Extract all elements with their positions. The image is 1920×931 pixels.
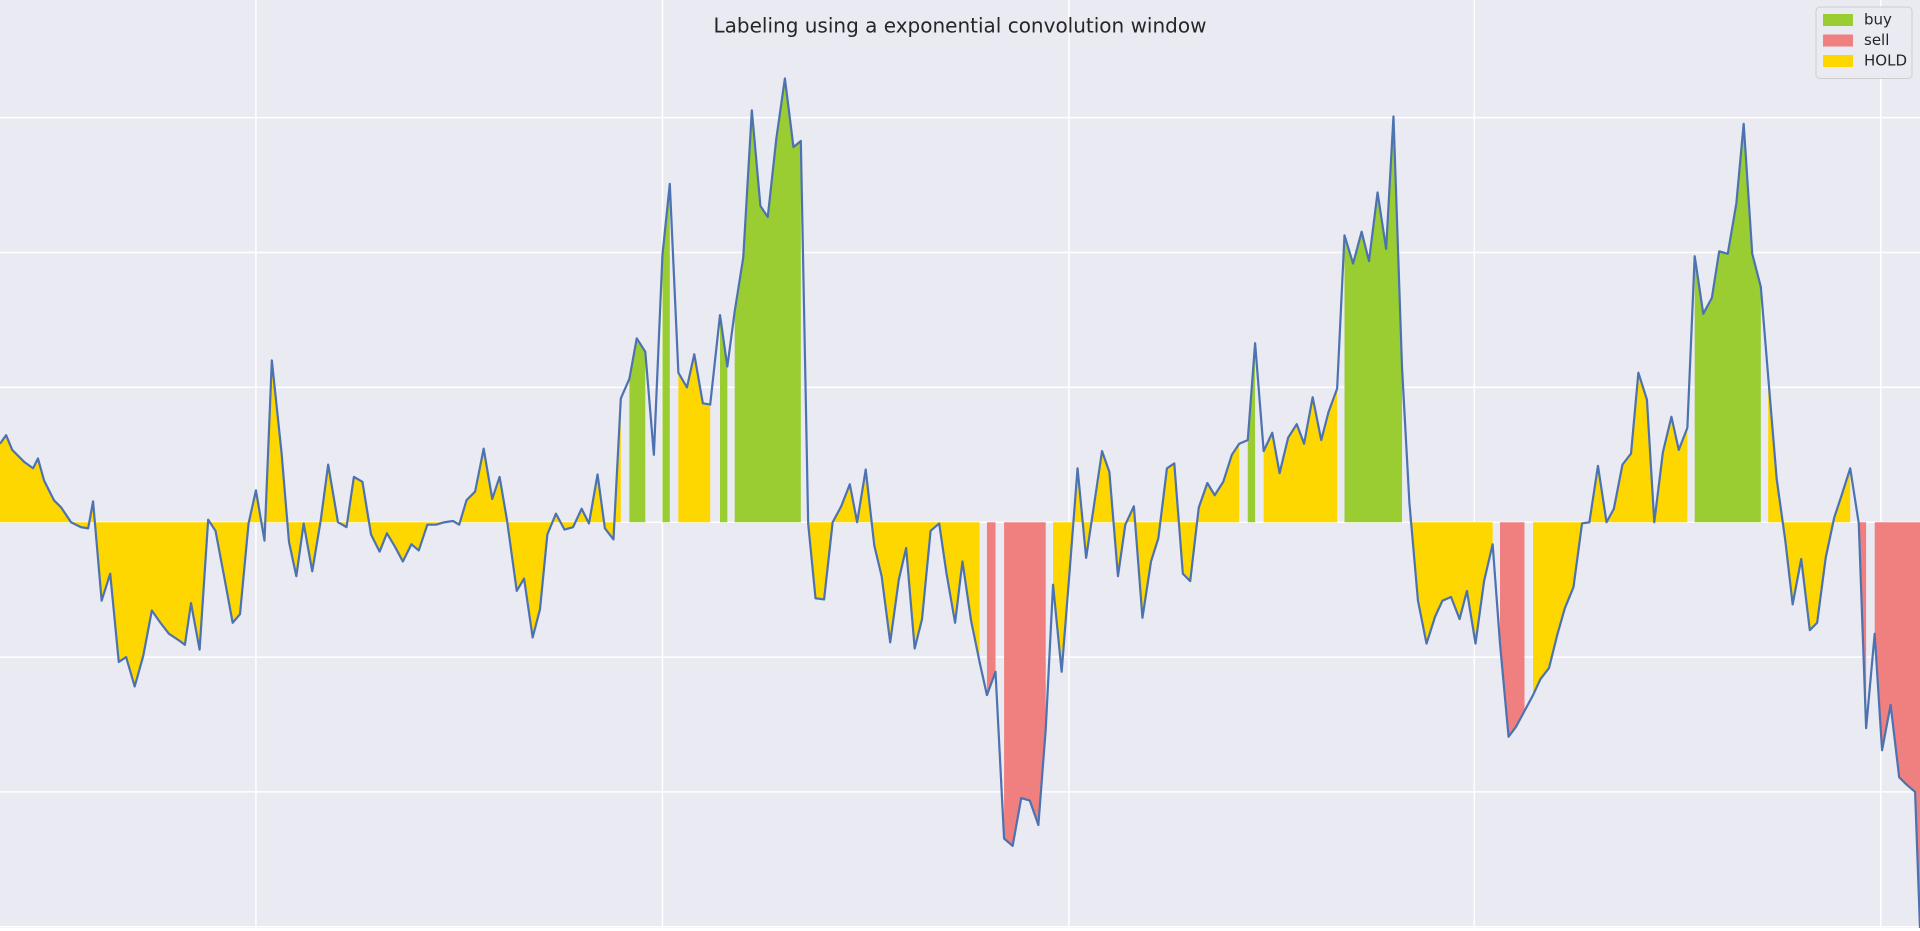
label-fill (1874, 522, 1920, 928)
label-fill (720, 315, 728, 523)
label-fill (1344, 116, 1403, 523)
label-fill (734, 78, 801, 523)
legend-swatch (1823, 55, 1853, 67)
label-fill (678, 354, 711, 523)
fills (0, 78, 1920, 928)
label-fill (1247, 343, 1256, 523)
label-fill (1004, 522, 1046, 846)
label-fill (1409, 502, 1493, 644)
label-fill (1533, 372, 1688, 696)
label-fill (1263, 388, 1338, 523)
legend-swatch (1823, 14, 1853, 26)
legend-swatch (1823, 34, 1853, 47)
label-fill (986, 522, 996, 696)
label-fill (1053, 443, 1240, 672)
label-fill (808, 469, 980, 662)
legend-label: buy (1864, 11, 1892, 29)
lines (0, 77, 1920, 929)
chart-title: Labeling using a exponential convolution… (714, 14, 1207, 38)
legend-label: HOLD (1864, 52, 1907, 70)
legend-label: sell (1864, 31, 1889, 49)
legend: buy sell HOLD (1815, 6, 1913, 79)
label-fill (629, 338, 646, 523)
label-fill (1500, 522, 1525, 737)
label-fill (662, 183, 670, 523)
label-fill (0, 360, 621, 687)
price-line (0, 77, 1920, 929)
label-fill (1694, 123, 1761, 523)
